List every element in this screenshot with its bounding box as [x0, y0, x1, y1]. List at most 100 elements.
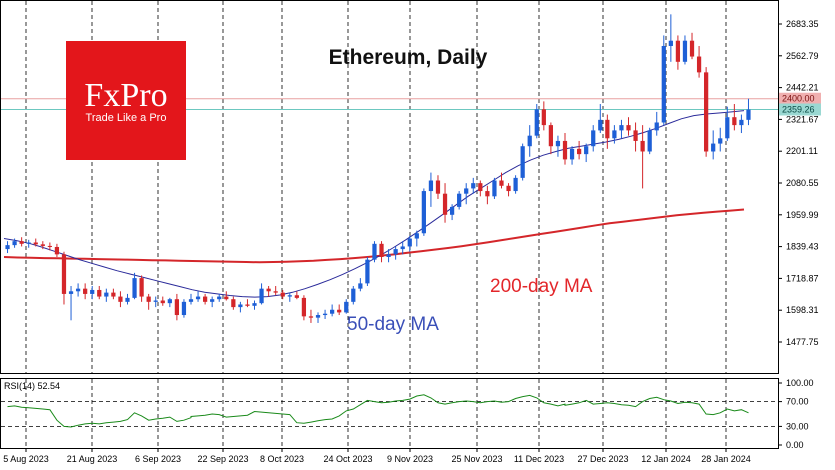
candle-body	[26, 242, 31, 244]
x-tick-label: 21 Aug 2023	[67, 454, 118, 464]
bid-price-badge-bg	[779, 103, 821, 116]
candle-body	[231, 299, 236, 308]
candle-body	[125, 297, 130, 302]
y-tick-label: 1959.99	[786, 210, 819, 220]
x-tick-label: 8 Oct 2023	[260, 454, 304, 464]
candle-body	[266, 288, 271, 292]
candle-body	[506, 185, 511, 192]
candle-body	[492, 180, 497, 197]
candle-body	[725, 117, 730, 139]
candle-body	[111, 292, 116, 297]
candle-body	[224, 296, 229, 300]
candle-body	[689, 40, 695, 57]
candle-body	[90, 289, 95, 294]
candle-body	[704, 72, 709, 152]
current-price-badge-label: 2400.00	[782, 94, 815, 104]
logo-brand: FxPro	[84, 77, 167, 114]
candle-body	[301, 297, 307, 317]
candle-body	[259, 288, 264, 304]
candle-body	[252, 303, 257, 306]
candle-body	[61, 254, 67, 294]
candle-body	[188, 299, 194, 302]
candle-body	[104, 292, 109, 297]
candle-body	[428, 180, 434, 192]
candle-body	[315, 315, 321, 318]
candle-body	[181, 301, 187, 316]
candle-body	[534, 109, 539, 136]
candle-body	[457, 193, 462, 207]
candle-body	[68, 291, 74, 294]
price-axis: 2683.35 2562.79 2442.21 2321.67 2201.11 2080.…	[778, 19, 821, 347]
candle-body	[612, 130, 617, 139]
candle-body	[174, 299, 180, 316]
y-tick-label: 2321.67	[786, 114, 819, 124]
candle-body	[393, 249, 398, 255]
candle-body	[626, 125, 631, 131]
vertical-gridlines	[25, 1, 727, 448]
x-tick-label: 22 Sep 2023	[197, 454, 248, 464]
candle-body	[513, 177, 518, 192]
candle-body	[675, 40, 681, 62]
candle-body	[217, 296, 222, 300]
candle-body	[407, 238, 412, 247]
rsi-pane: 100.00 70.00 30.00 0.00	[1, 378, 814, 450]
x-tick-label: 25 Nov 2023	[451, 454, 502, 464]
candle-body	[167, 299, 172, 304]
candle-body	[718, 138, 723, 144]
candle-body	[47, 245, 52, 247]
candle-body	[97, 289, 102, 297]
candle-body	[541, 109, 546, 126]
x-tick-label: 12 Jan 2024	[641, 454, 691, 464]
candle-body	[598, 119, 603, 131]
candle-body	[132, 278, 137, 298]
candle-body	[414, 233, 419, 239]
candle-body	[485, 191, 490, 197]
candle-body	[633, 130, 638, 141]
y-tick-label: 1598.31	[786, 305, 819, 315]
candle-body	[19, 241, 24, 244]
chart-title: Ethereum, Daily	[329, 46, 488, 69]
candle-body	[668, 40, 673, 46]
rsi-tick-label: 70.00	[786, 397, 809, 407]
candle-body	[499, 180, 504, 186]
candle-body	[591, 130, 596, 147]
candle-body	[202, 296, 208, 302]
candle-body	[75, 288, 81, 292]
y-tick-label: 2442.21	[786, 83, 819, 93]
candle-body	[696, 56, 702, 73]
candle-body	[287, 295, 292, 297]
candle-body	[442, 193, 448, 215]
candle-body	[195, 296, 201, 300]
rsi-tick-label: 100.00	[786, 378, 814, 388]
x-tick-label: 11 Dec 2023	[514, 454, 564, 464]
candle-body	[400, 246, 405, 250]
candle-body	[619, 125, 624, 131]
candle-body	[569, 148, 575, 160]
candle-body	[464, 188, 469, 194]
candle-body	[372, 243, 377, 260]
candle-body	[245, 304, 250, 306]
candle-body	[584, 146, 589, 155]
candle-body	[435, 180, 441, 194]
candle-body	[647, 130, 652, 152]
rsi-pane-frame	[0, 378, 779, 449]
y-tick-label: 2201.11	[786, 146, 818, 156]
candle-body	[527, 135, 532, 147]
candle-body	[548, 125, 554, 147]
candle-body	[746, 109, 751, 120]
candle-body	[732, 117, 737, 126]
rsi-tick-label: 0.00	[786, 440, 804, 450]
fxpro-logo: FxPro Trade Like a Pro	[66, 41, 186, 160]
candle-body	[118, 296, 123, 302]
candle-body	[555, 140, 561, 147]
y-tick-label: 1477.75	[786, 337, 819, 347]
bid-price-badge-label: 2359.26	[782, 104, 815, 114]
x-tick-label: 27 Dec 2023	[577, 454, 628, 464]
candle-body	[421, 191, 426, 234]
candle-body	[139, 278, 144, 297]
candle-body	[654, 122, 659, 131]
ma50-label: 50-day MA	[347, 314, 439, 335]
candle-body	[83, 288, 88, 294]
y-tick-label: 2562.79	[786, 51, 819, 61]
